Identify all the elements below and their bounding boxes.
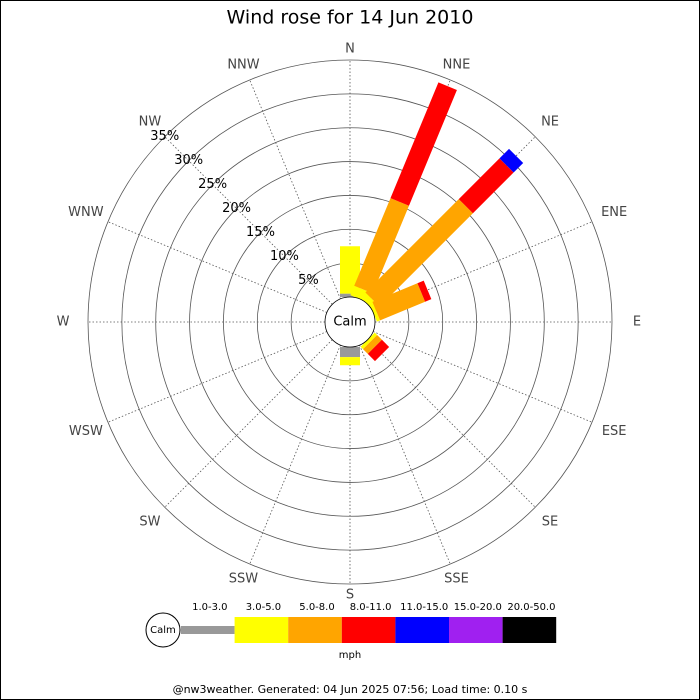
bar-segment [360,332,378,350]
direction-label: SSW [229,572,259,587]
bar-segment [499,148,524,173]
bar-segment [363,335,382,354]
chart-title: Wind rose for 14 Jun 2010 [227,7,474,29]
spoke [164,136,333,305]
bar-segment [354,198,409,294]
legend-calm-label: Calm [150,625,176,636]
direction-label: SE [542,515,558,530]
bar-segment [369,301,381,322]
direction-label: S [346,588,354,603]
direction-label: NW [139,114,162,129]
ring-label: 25% [198,177,227,192]
spoke [164,339,333,508]
legend-swatch [181,626,235,634]
ring-label: 15% [246,225,275,240]
direction-label: W [57,315,70,330]
spoke [249,344,341,565]
legend-swatch [395,617,449,643]
legend-calm [145,612,181,648]
spoke [249,79,341,300]
ring-label: 35% [150,129,179,144]
direction-label: ESE [602,424,627,439]
bar-segment [340,246,360,294]
direction-label: N [345,42,355,57]
ring-label: 5% [298,273,319,288]
ring-label: 20% [222,201,251,216]
legend-swatch [341,617,396,643]
bar-segment [372,283,426,321]
legend-swatch [288,617,342,643]
bar-segment [365,199,473,307]
calm-label: Calm [333,315,366,330]
direction-label: WNW [68,205,104,220]
legend-label: 1.0-3.0 [192,602,227,613]
legend-label: 20.0-50.0 [507,602,555,613]
ring-label: 10% [270,249,299,264]
bar-segment [340,357,360,366]
footer: @nw3weather. Generated: 04 Jun 2025 07:5… [173,683,528,696]
direction-label: WSW [69,424,103,439]
direction-label: SW [139,515,160,530]
legend-swatch [449,617,503,643]
unit-label: mph [339,650,361,661]
legend-swatch [502,617,557,643]
direction-label: NE [541,114,559,129]
legend-label: 8.0-11.0 [350,602,392,613]
ring [189,161,511,483]
legend-label: 11.0-15.0 [400,602,448,613]
spoke [359,344,451,565]
direction-label: NNW [227,57,259,72]
direction-label: E [633,315,641,330]
spoke [107,331,328,423]
bar-segment [417,280,432,302]
calm-circle [324,296,376,348]
legend-label: 5.0-8.0 [299,602,334,613]
bar-segment [458,158,514,214]
legend-label: 3.0-5.0 [246,602,281,613]
bar-segment [340,347,360,358]
legend-label: 15.0-20.0 [454,602,502,613]
spoke [372,331,593,423]
direction-label: NNE [443,57,471,72]
bar-segment [367,339,390,362]
bar-segment [390,82,457,206]
direction-label: SSE [444,572,469,587]
ring-label: 30% [174,153,203,168]
legend-swatch [234,617,289,643]
spoke [107,221,328,313]
direction-label: ENE [601,205,627,220]
spoke [367,339,536,508]
ring [87,59,613,585]
